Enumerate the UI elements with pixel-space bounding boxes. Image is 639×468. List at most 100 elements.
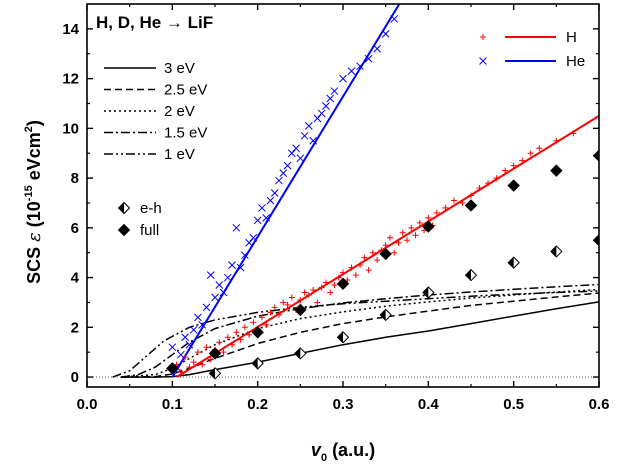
h-point-47 xyxy=(369,249,376,256)
h-point-57 xyxy=(412,232,419,239)
y-axis-title-unit-post: ) xyxy=(24,120,44,126)
full-point-7 xyxy=(464,199,478,212)
he-point-14 xyxy=(228,261,236,269)
full-point-5 xyxy=(379,247,392,261)
y-axis-title-unit-mid: eVcm xyxy=(24,132,44,185)
x-axis-title-sub: 0 xyxy=(321,452,327,464)
legend-label-2: 2 eV xyxy=(164,103,195,120)
legend-label-3: 1.5 eV xyxy=(164,125,207,142)
h-point-25 xyxy=(276,311,282,318)
he-point-44 xyxy=(381,29,390,38)
y-tick-label-4: 8 xyxy=(71,170,79,187)
h-point-17 xyxy=(241,324,248,331)
h-point-18 xyxy=(246,331,253,338)
he-point-27 xyxy=(283,161,292,170)
x-tick-label-5: 0.5 xyxy=(503,396,524,413)
h-point-50 xyxy=(382,242,389,249)
he-point-10 xyxy=(211,293,219,302)
h-point-5 xyxy=(190,359,197,366)
y-axis-title: SCS ε (10-15 eVcm2) xyxy=(23,120,45,284)
he-point-15 xyxy=(232,223,241,232)
full-point-6 xyxy=(422,220,435,233)
y-tick-label-2: 4 xyxy=(71,270,80,287)
y-tick-label-5: 10 xyxy=(62,120,79,137)
y-axis-title-exp2: 2 xyxy=(23,126,35,132)
he-point-4 xyxy=(185,340,194,349)
h-point-26 xyxy=(280,299,287,306)
full-point-1 xyxy=(208,347,222,360)
h-point-38 xyxy=(331,282,338,289)
h-point-67 xyxy=(476,185,483,192)
h-point-4 xyxy=(186,364,193,371)
h-point-70 xyxy=(502,167,509,174)
y-axis-title-exp: -15 xyxy=(23,185,35,201)
model-curve-0 xyxy=(121,301,599,378)
h-point-48 xyxy=(374,257,381,264)
full-point-4 xyxy=(336,277,350,290)
h-point-53 xyxy=(395,239,402,246)
h-point-71 xyxy=(510,162,517,169)
eh-point-1 xyxy=(251,357,264,370)
legend-left: 3 eV 2.5 eV 2 eV 1.5 eV 1 eV e-h full xyxy=(104,60,207,239)
he-point-34 xyxy=(313,114,322,123)
h-point-55 xyxy=(404,237,410,244)
legend-symbol-he xyxy=(479,57,487,65)
h-point-14 xyxy=(229,341,236,348)
h-point-45 xyxy=(361,254,368,261)
eh-point-6 xyxy=(464,268,478,282)
h-point-8 xyxy=(203,344,210,351)
panel-title: H, D, He → LiF xyxy=(96,13,213,32)
eh-point-0 xyxy=(208,367,222,380)
h-point-64 xyxy=(450,197,457,204)
h-point-74 xyxy=(536,145,543,152)
h-point-52 xyxy=(391,249,398,256)
h-point-56 xyxy=(408,224,415,231)
h-point-30 xyxy=(297,296,304,303)
h-point-35 xyxy=(318,284,325,291)
diamond-markers-layer xyxy=(166,149,599,380)
he-point-42 xyxy=(364,54,373,63)
h-point-9 xyxy=(207,356,214,363)
h-point-2 xyxy=(177,369,184,376)
he-point-12 xyxy=(219,288,228,297)
h-point-33 xyxy=(310,287,317,294)
y-tick-label-0: 0 xyxy=(71,369,79,386)
legend-marker-full xyxy=(117,223,131,237)
h-point-6 xyxy=(194,349,201,356)
h-point-11 xyxy=(216,339,223,346)
he-point-0 xyxy=(168,343,177,352)
h-point-76 xyxy=(570,130,577,137)
x-axis-title: v0 (a.u.) xyxy=(311,440,375,464)
full-point-2 xyxy=(251,326,264,339)
h-point-40 xyxy=(340,269,346,276)
h-point-34 xyxy=(314,299,321,306)
he-point-3 xyxy=(181,333,189,342)
legend-label-0: 3 eV xyxy=(164,60,195,77)
he-point-7 xyxy=(198,320,207,329)
he-point-2 xyxy=(177,350,185,359)
he-point-35 xyxy=(317,109,326,118)
full-point-0 xyxy=(166,362,179,375)
x-axis-title-main: v xyxy=(311,440,322,460)
he-point-41 xyxy=(356,62,364,71)
legend-label-4: 1 eV xyxy=(164,146,195,163)
fit-line-h xyxy=(176,115,599,378)
x-tick-label-4: 0.4 xyxy=(418,396,440,413)
x-axis-title-rest: (a.u.) xyxy=(327,440,375,460)
h-point-44 xyxy=(357,262,364,269)
h-point-63 xyxy=(442,204,449,211)
he-point-30 xyxy=(296,154,305,163)
legend-label-1: 2.5 eV xyxy=(164,82,207,99)
eh-point-5 xyxy=(422,286,435,299)
h-point-31 xyxy=(301,289,308,296)
he-point-8 xyxy=(202,303,211,312)
y-axis-title-unit-pre: (10 xyxy=(24,201,44,232)
h-point-69 xyxy=(493,175,500,182)
x-tick-label-3: 0.3 xyxy=(333,396,354,413)
h-point-13 xyxy=(224,334,231,341)
h-point-46 xyxy=(365,267,372,274)
legend-right-label-1: He xyxy=(566,53,585,70)
h-point-22 xyxy=(263,321,270,328)
